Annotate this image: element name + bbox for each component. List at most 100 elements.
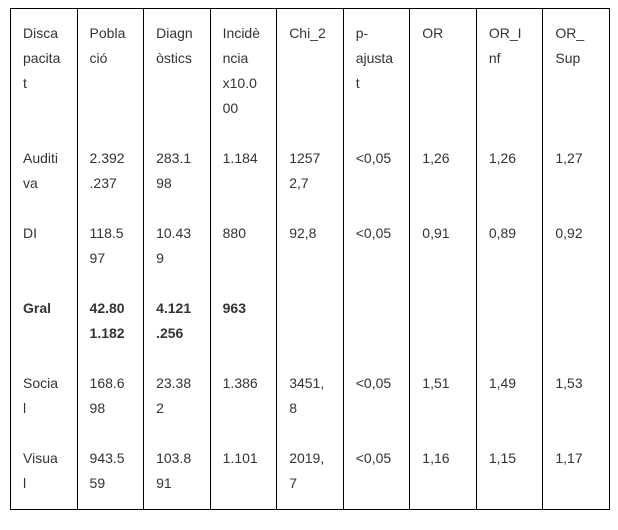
cell-value: 42.801.182: [89, 300, 125, 341]
column-header-or: OR: [409, 8, 477, 134]
table-cell-di-or_sup: 0,92: [542, 209, 610, 284]
table-cell-gral-poblacio: 42.801.182: [76, 284, 145, 359]
table-cell-di-or: 0,91: [409, 209, 477, 284]
table-cell-gral-or_inf: [475, 284, 544, 359]
column-header-or_sup: OR_Sup: [542, 8, 610, 134]
table-cell-auditiva-or_sup: 1,27: [542, 134, 610, 209]
table-cell-social-chi_2: 3451,8: [276, 359, 344, 434]
table-cell-di-or_inf: 0,89: [475, 209, 544, 284]
cell-value: 23.382: [156, 375, 192, 416]
table-cell-auditiva-or_inf: 1,26: [475, 134, 544, 209]
table-cell-social-poblacio: 168.698: [76, 359, 145, 434]
cell-value: 1,53: [555, 375, 583, 391]
results-table: Discapacitat Població Diagnòstics Incidènci…: [10, 8, 610, 510]
cell-value: 1,49: [488, 375, 517, 391]
cell-value: 0,91: [422, 225, 450, 241]
table-cell-gral-diagnostics: 4.121.256: [143, 284, 211, 359]
table-cell-di-discapacitat: DI: [10, 209, 78, 284]
cell-value: 3451,8: [289, 375, 325, 416]
cell-value: 168.698: [89, 375, 125, 416]
table-cell-auditiva-discapacitat: Auditiva: [10, 134, 78, 209]
table-cell-visual-chi_2: 2019,7: [276, 434, 344, 510]
table-cell-visual-or_sup: 1,17: [542, 434, 610, 510]
table-cell-social-discapacitat: Social: [10, 359, 78, 434]
table-cell-di-chi_2: 92,8: [276, 209, 344, 284]
table-cell-auditiva-diagnostics: 283.198: [143, 134, 211, 209]
column-header-poblacio: Població: [76, 8, 145, 134]
table-cell-visual-diagnostics: 103.891: [143, 434, 211, 510]
cell-value: 1,27: [555, 150, 583, 166]
table-cell-gral-or_sup: [542, 284, 610, 359]
table-cell-auditiva-p_ajustat: <0,05: [342, 134, 411, 209]
column-header-label: Població: [89, 25, 126, 66]
cell-value: Auditiva: [23, 150, 59, 191]
column-header-discapacitat: Discapacitat: [10, 8, 78, 134]
table-cell-auditiva-chi_2: 12572,7: [276, 134, 344, 209]
table-cell-social-or: 1,51: [409, 359, 477, 434]
cell-value: Visual: [23, 450, 58, 491]
column-header-incidencia: Incidència x10.000: [209, 8, 278, 134]
table-cell-social-or_inf: 1,49: [475, 359, 544, 434]
cell-value: 943.559: [89, 450, 125, 491]
cell-value: 0,92: [555, 225, 583, 241]
cell-value: 1,26: [422, 150, 450, 166]
table-cell-social-p_ajustat: <0,05: [342, 359, 411, 434]
cell-value: 1,26: [488, 150, 517, 166]
cell-value: <0,05: [355, 150, 392, 166]
table-cell-gral-incidencia: 963: [209, 284, 278, 359]
cell-value: 963: [222, 300, 246, 316]
table-cell-visual-p_ajustat: <0,05: [342, 434, 411, 510]
cell-value: DI: [23, 225, 37, 241]
column-header-label: Chi_2: [289, 25, 326, 41]
table-cell-visual-incidencia: 1.101: [209, 434, 278, 510]
table-cell-visual-or: 1,16: [409, 434, 477, 510]
table-cell-gral-chi_2: [276, 284, 344, 359]
cell-value: Social: [23, 375, 59, 416]
cell-value: 92,8: [289, 225, 317, 241]
cell-value: 2.392.237: [89, 150, 125, 191]
table-row-gral: Gral 42.801.182 4.121.256 963: [10, 284, 610, 359]
column-header-label: OR_Inf: [488, 25, 522, 66]
table-cell-visual-or_inf: 1,15: [475, 434, 544, 510]
column-header-chi_2: Chi_2: [276, 8, 344, 134]
table-cell-di-diagnostics: 10.439: [143, 209, 211, 284]
column-header-p_ajustat: p-ajustat: [342, 8, 411, 134]
column-header-label: Discapacitat: [23, 25, 61, 91]
table-cell-auditiva-incidencia: 1.184: [209, 134, 278, 209]
table-cell-social-diagnostics: 23.382: [143, 359, 211, 434]
cell-value: 1.184: [222, 150, 258, 166]
table-cell-visual-poblacio: 943.559: [76, 434, 145, 510]
table-cell-visual-discapacitat: Visual: [10, 434, 78, 510]
column-header-label: OR_Sup: [555, 25, 585, 66]
cell-value: Gral: [23, 300, 52, 316]
cell-value: 12572,7: [289, 150, 321, 191]
column-header-label: p-ajustat: [355, 25, 394, 91]
table-cell-gral-or: [409, 284, 477, 359]
table-row-social: Social 168.698 23.382 1.386 3451,8 <0,05 1,51 1…: [10, 359, 610, 434]
column-header-or_inf: OR_Inf: [475, 8, 544, 134]
column-header-label: OR: [422, 25, 444, 41]
cell-value: <0,05: [355, 375, 392, 391]
table-row-auditiva: Auditiva 2.392.237 283.198 1.184 12572,7 <0,0…: [10, 134, 610, 209]
table-cell-social-or_sup: 1,53: [542, 359, 610, 434]
table-cell-social-incidencia: 1.386: [209, 359, 278, 434]
cell-value: 103.891: [156, 450, 192, 491]
table-cell-gral-discapacitat: Gral: [10, 284, 78, 359]
table-cell-auditiva-poblacio: 2.392.237: [76, 134, 145, 209]
cell-value: 2019,7: [289, 450, 325, 491]
cell-value: 10.439: [156, 225, 192, 266]
table-cell-gral-p_ajustat: [342, 284, 411, 359]
table-cell-di-poblacio: 118.597: [76, 209, 145, 284]
column-header-label: Incidència x10.000: [222, 25, 260, 116]
cell-value: 1,15: [488, 450, 517, 466]
cell-value: 0,89: [488, 225, 517, 241]
column-header-diagnostics: Diagnòstics: [143, 8, 211, 134]
cell-value: 1,16: [422, 450, 450, 466]
table-body: Auditiva 2.392.237 283.198 1.184 12572,7 <0,0…: [10, 134, 610, 510]
table-cell-di-incidencia: 880: [209, 209, 278, 284]
cell-value: 1,51: [422, 375, 450, 391]
cell-value: 4.121.256: [156, 300, 192, 341]
cell-value: 1,17: [555, 450, 583, 466]
table-header: Discapacitat Població Diagnòstics Incidènci…: [10, 8, 610, 134]
cell-value: 1.101: [222, 450, 258, 466]
